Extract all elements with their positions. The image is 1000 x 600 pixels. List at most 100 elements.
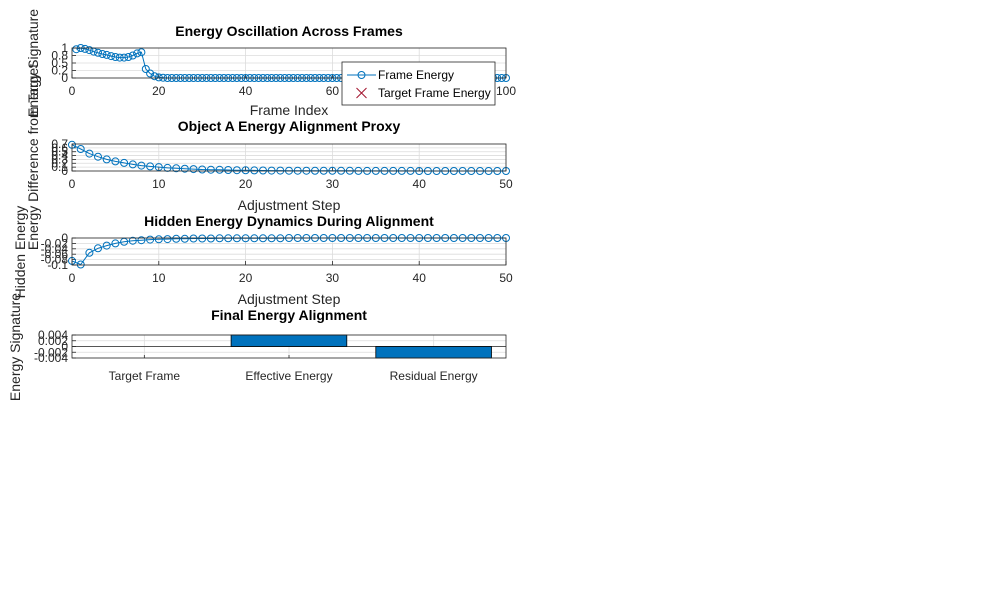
data-point	[128, 51, 137, 60]
axes-box	[71, 334, 507, 359]
data-point	[111, 53, 120, 61]
data-point	[85, 149, 94, 158]
y-axis-label: Hidden Energy	[12, 206, 28, 299]
x-tick-label: 50	[499, 177, 513, 191]
legend-box	[341, 61, 496, 106]
data-point	[107, 52, 116, 61]
x-tick-label: 0	[69, 84, 76, 98]
data-point	[259, 166, 267, 175]
data-point	[198, 165, 207, 174]
y-tick-label: -0.06	[41, 247, 69, 261]
data-point	[94, 152, 102, 161]
data-point	[128, 236, 137, 245]
y-tick-label: 0.3	[51, 152, 68, 166]
x-tick-label: 10	[152, 177, 166, 191]
x-tick-label: 40	[413, 271, 427, 285]
data-point	[124, 53, 133, 61]
x-tick-label: 40	[239, 84, 253, 98]
category-label: Residual Energy	[390, 369, 478, 383]
bar	[375, 346, 492, 359]
y-tick-label: -0.08	[41, 253, 69, 267]
data-point	[111, 157, 120, 166]
plot-area	[72, 238, 506, 265]
legend-label: Target Frame Energy	[378, 86, 491, 100]
data-point	[154, 235, 163, 244]
data-point	[76, 145, 85, 153]
y-tick-label: 0.004	[38, 328, 68, 342]
x-axis-label: Adjustment Step	[238, 291, 341, 307]
legend-marker-frame-energy	[357, 71, 366, 79]
data-point	[154, 73, 163, 82]
data-point	[198, 234, 207, 243]
legend: Frame Energy Target Frame Energy	[341, 61, 496, 106]
y-tick-label: -0.002	[34, 345, 68, 359]
data-point	[102, 50, 111, 59]
data-point	[206, 165, 215, 174]
data-point	[94, 48, 102, 57]
y-tick-label: 0.5	[51, 145, 68, 159]
data-point	[180, 234, 189, 243]
category-label: Target Frame	[109, 369, 181, 383]
chart-title: Object A Energy Alignment Proxy	[178, 118, 401, 134]
data-point	[189, 165, 198, 174]
x-tick-label: 20	[152, 84, 166, 98]
x-tick-label: 100	[496, 84, 516, 98]
data-point	[120, 158, 129, 167]
chart-title: Hidden Energy Dynamics During Alignment	[144, 213, 434, 229]
y-tick-label: -0.04	[41, 242, 69, 256]
x-tick-label: 40	[413, 177, 427, 191]
x-tick-label: 0	[69, 271, 76, 285]
x-axis-label: Frame Index	[250, 102, 329, 118]
y-axis-label: Energy Signature	[7, 293, 23, 401]
subplot-1: 00.20.50.81020406080100Energy Oscillatio…	[25, 9, 516, 118]
y-axis-label: Energy Signature	[25, 9, 41, 117]
data-point	[76, 260, 85, 269]
x-tick-label: 20	[239, 271, 253, 285]
x-tick-label: 50	[499, 271, 513, 285]
y-tick-label: 0	[61, 231, 68, 245]
data-point	[224, 166, 233, 174]
x-tick-label: 0	[69, 177, 76, 191]
data-point	[146, 162, 155, 171]
chart-title: Energy Oscillation Across Frames	[175, 23, 403, 39]
y-tick-label: 0.2	[51, 156, 68, 170]
data-point	[81, 44, 89, 53]
y-tick-label: 0.6	[51, 141, 68, 155]
data-point	[232, 166, 241, 175]
data-point	[180, 164, 189, 173]
data-point	[172, 234, 181, 243]
x-tick-label: 20	[239, 177, 253, 191]
y-tick-label: -0.004	[34, 351, 68, 365]
chart-title: Final Energy Alignment	[211, 307, 367, 323]
data-point	[137, 161, 146, 170]
axes-box	[71, 237, 507, 266]
y-tick-label: -0.02	[41, 236, 69, 250]
data-point	[150, 72, 159, 81]
data-point	[189, 234, 198, 243]
y-tick-label: 0.2	[51, 64, 68, 78]
data-point	[120, 53, 129, 62]
category-label: Effective Energy	[245, 369, 332, 383]
y-tick-label: 0.002	[38, 334, 68, 348]
data-point	[172, 164, 181, 173]
data-point	[102, 241, 111, 250]
bar	[230, 334, 348, 347]
data-point	[102, 155, 111, 164]
y-axis-label: Energy Difference from Target	[25, 64, 41, 250]
data-point	[141, 65, 150, 73]
data-point	[146, 69, 155, 78]
x-tick-label: 60	[326, 84, 340, 98]
data-point	[128, 160, 137, 169]
axes-box	[71, 143, 507, 172]
data-point	[241, 166, 250, 175]
y-tick-label: 0	[61, 71, 68, 85]
data-point	[85, 248, 94, 257]
y-tick-label: 0	[61, 164, 68, 178]
data-point	[250, 166, 259, 175]
x-axis-label: Adjustment Step	[238, 197, 341, 213]
subplot-2: 00.10.20.30.40.50.60.70 10 20 30 40 50Object …	[25, 64, 513, 250]
data-point	[206, 234, 215, 243]
legend-marker-target-x	[356, 87, 367, 99]
